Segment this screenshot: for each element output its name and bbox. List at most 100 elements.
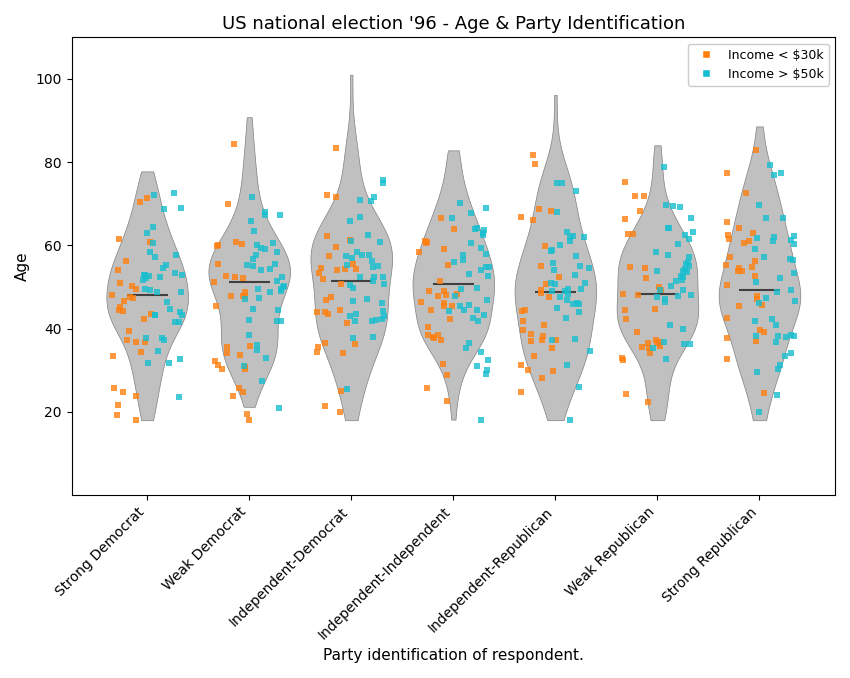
Point — [653, 285, 666, 296]
Point — [459, 343, 473, 354]
Point — [160, 297, 173, 308]
Point — [638, 191, 651, 201]
Point — [321, 308, 335, 319]
Point — [659, 353, 672, 364]
Point — [310, 306, 324, 317]
Point — [346, 283, 360, 294]
Point — [335, 279, 348, 290]
Point — [684, 289, 698, 300]
Point — [661, 222, 675, 233]
Point — [335, 386, 348, 397]
Point — [514, 360, 528, 371]
Point — [151, 346, 165, 357]
Point — [112, 233, 126, 244]
Point — [249, 250, 263, 260]
Point — [678, 229, 692, 240]
Point — [527, 214, 541, 225]
Point — [340, 251, 354, 262]
Point — [219, 270, 233, 281]
Point — [476, 229, 490, 240]
Point — [157, 203, 171, 214]
Point — [722, 251, 736, 262]
Point — [626, 228, 640, 239]
Point — [455, 283, 468, 294]
Point — [235, 386, 249, 397]
Point — [774, 273, 787, 283]
Point — [757, 387, 771, 398]
Point — [631, 327, 644, 338]
Legend: Income < $30k, Income > $50k: Income < $30k, Income > $50k — [688, 43, 829, 86]
Point — [277, 280, 291, 291]
Point — [241, 314, 255, 325]
Point — [749, 336, 762, 346]
Point — [751, 294, 764, 304]
Point — [247, 226, 261, 237]
Point — [270, 246, 284, 257]
Point — [162, 358, 176, 369]
Point — [733, 262, 746, 273]
Point — [220, 342, 234, 353]
Point — [528, 159, 541, 170]
Point — [238, 361, 252, 372]
Point — [787, 239, 801, 250]
Point — [144, 308, 158, 319]
Point — [251, 284, 264, 295]
Point — [264, 286, 277, 297]
Point — [238, 363, 252, 374]
Point — [642, 342, 655, 353]
Point — [462, 338, 475, 348]
Point — [431, 330, 445, 341]
Point — [638, 263, 652, 274]
Point — [547, 258, 560, 268]
Point — [438, 300, 451, 311]
Point — [785, 235, 798, 245]
Point — [139, 336, 152, 347]
Point — [246, 304, 260, 315]
Point — [564, 232, 577, 243]
Point — [337, 348, 350, 359]
Point — [146, 222, 160, 233]
Point — [377, 310, 391, 321]
Point — [477, 309, 490, 320]
Point — [765, 313, 779, 324]
Point — [745, 262, 759, 273]
Point — [465, 208, 479, 219]
Point — [673, 202, 687, 213]
Point — [320, 231, 334, 241]
Point — [654, 340, 667, 351]
Point — [360, 294, 374, 305]
Point — [623, 261, 637, 272]
Point — [551, 178, 564, 188]
Point — [364, 195, 377, 206]
Point — [377, 279, 391, 290]
Point — [242, 330, 256, 341]
Point — [560, 226, 574, 237]
Point — [751, 290, 764, 301]
Point — [275, 282, 289, 293]
Point — [441, 260, 455, 271]
Point — [470, 283, 484, 294]
Point — [139, 273, 153, 283]
Point — [366, 275, 380, 286]
Point — [319, 338, 332, 348]
Point — [732, 222, 745, 233]
Point — [367, 271, 381, 282]
Point — [721, 333, 734, 344]
Point — [376, 306, 389, 317]
Point — [572, 382, 586, 393]
Point — [633, 206, 647, 217]
Point — [420, 382, 434, 393]
Point — [116, 306, 130, 317]
Point — [236, 291, 250, 302]
Point — [546, 334, 559, 345]
Point — [566, 299, 580, 310]
Point — [319, 401, 332, 412]
Point — [756, 252, 770, 263]
Point — [769, 319, 783, 330]
Point — [538, 241, 552, 252]
Point — [650, 337, 664, 348]
Point — [438, 244, 451, 255]
Point — [233, 350, 246, 361]
Point — [770, 287, 784, 298]
Point — [422, 330, 435, 340]
